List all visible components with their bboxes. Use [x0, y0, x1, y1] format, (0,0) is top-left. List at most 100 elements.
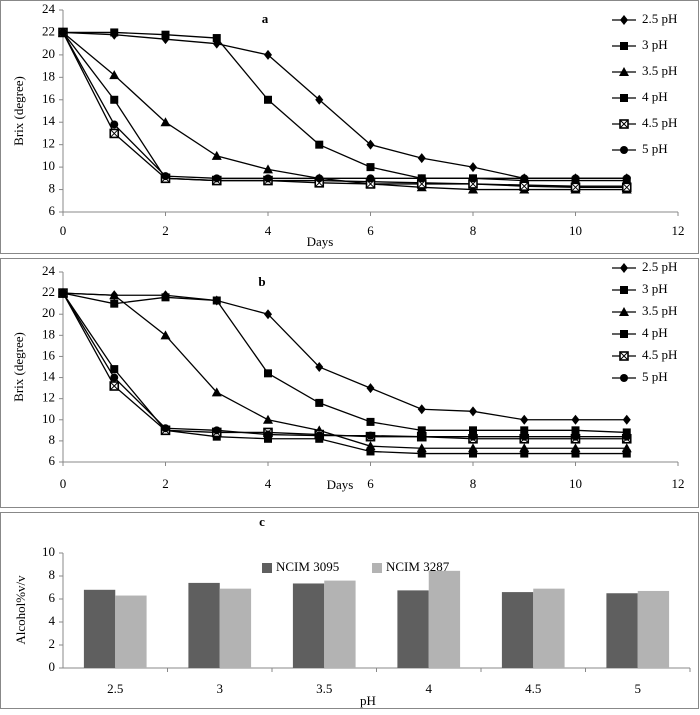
series-line	[62, 292, 627, 438]
bar	[324, 580, 356, 668]
x-tick-label: 6	[367, 476, 374, 491]
series-line	[62, 31, 627, 191]
y-tick-label: 6	[49, 203, 56, 218]
bar	[533, 588, 565, 668]
panel-frame	[0, 512, 699, 709]
legend-label: 3 pH	[642, 281, 668, 296]
panel-frame	[0, 258, 699, 508]
bar	[83, 589, 116, 668]
series-line	[62, 292, 627, 440]
chart-title: a	[262, 11, 269, 26]
legend-label: 2.5 pH	[642, 259, 677, 274]
legend-label: 5 pH	[642, 369, 668, 384]
marker	[520, 426, 529, 435]
bar	[637, 590, 670, 668]
marker	[315, 94, 324, 105]
marker	[520, 449, 529, 458]
y-tick-label: 2	[49, 636, 56, 651]
legend-label: 4 pH	[642, 89, 668, 104]
marker	[212, 34, 221, 43]
marker	[520, 174, 529, 183]
legend-label: 3.5 pH	[642, 63, 677, 78]
legend-label: 2.5 pH	[642, 11, 677, 26]
x-tick-label: 12	[672, 223, 685, 238]
marker	[110, 373, 119, 382]
marker	[315, 140, 324, 149]
bar	[606, 593, 638, 668]
legend-swatch	[372, 563, 382, 573]
x-tick-label: 2	[162, 476, 169, 491]
marker-cross	[109, 381, 119, 391]
marker	[417, 153, 426, 164]
legend-label: 5 pH	[642, 141, 668, 156]
legend-marker	[620, 286, 628, 294]
series-line	[62, 292, 627, 455]
marker	[264, 434, 272, 443]
y-tick-label: 10	[42, 411, 55, 426]
marker	[161, 172, 170, 181]
legend-marker	[620, 42, 628, 50]
series-line	[62, 32, 627, 188]
marker	[571, 432, 580, 441]
marker-cross	[109, 129, 119, 138]
legend-label: 4.5 pH	[642, 115, 677, 130]
marker	[417, 449, 426, 458]
x-tick-label: 2	[162, 223, 169, 238]
marker-cross	[519, 181, 529, 191]
x-tick-label: 8	[470, 476, 477, 491]
y-tick-label: 8	[49, 181, 56, 196]
marker	[263, 414, 273, 424]
marker	[468, 184, 478, 194]
marker	[315, 174, 324, 183]
y-tick-label: 10	[42, 544, 55, 559]
x-axis-label: Days	[307, 234, 334, 249]
marker	[622, 414, 631, 425]
marker	[622, 449, 631, 458]
marker	[469, 449, 477, 458]
marker	[520, 414, 529, 425]
y-tick-label: 6	[49, 590, 56, 605]
marker	[366, 383, 375, 394]
marker-cross	[619, 119, 629, 129]
panel-frame	[0, 0, 699, 254]
marker	[315, 431, 324, 440]
bar	[397, 590, 429, 668]
legend-label: NCIM 3095	[276, 559, 339, 574]
x-tick-label: 4	[265, 476, 272, 491]
x-tick-label: 2.5	[107, 681, 123, 696]
marker	[366, 431, 375, 440]
marker	[622, 432, 631, 441]
marker	[469, 426, 477, 435]
y-tick-label: 20	[42, 305, 55, 320]
marker	[571, 426, 580, 435]
marker	[571, 414, 580, 425]
legend-label: 3 pH	[642, 37, 668, 52]
y-tick-label: 14	[42, 113, 56, 128]
bar	[428, 570, 461, 668]
marker	[109, 70, 120, 80]
x-tick-label: 10	[569, 223, 582, 238]
marker	[570, 182, 581, 193]
marker	[417, 426, 426, 435]
legend-marker	[620, 263, 628, 273]
legend-label: NCIM 3287	[386, 559, 450, 574]
legend-marker	[619, 307, 629, 316]
y-axis-label: Brix (degree)	[11, 76, 26, 146]
marker-cross	[619, 351, 629, 361]
marker	[622, 428, 631, 437]
x-tick-label: 0	[60, 476, 67, 491]
marker	[264, 174, 272, 183]
y-tick-label: 22	[42, 284, 55, 299]
x-tick-label: 5	[635, 681, 642, 696]
marker	[212, 426, 221, 435]
marker	[110, 28, 119, 37]
marker	[263, 164, 273, 174]
legend-label: 3.5 pH	[642, 303, 677, 318]
bar	[188, 582, 220, 668]
marker	[264, 369, 272, 378]
bar	[292, 583, 325, 668]
y-tick-label: 18	[42, 68, 55, 83]
marker	[571, 174, 580, 183]
chart-title: c	[259, 514, 265, 529]
